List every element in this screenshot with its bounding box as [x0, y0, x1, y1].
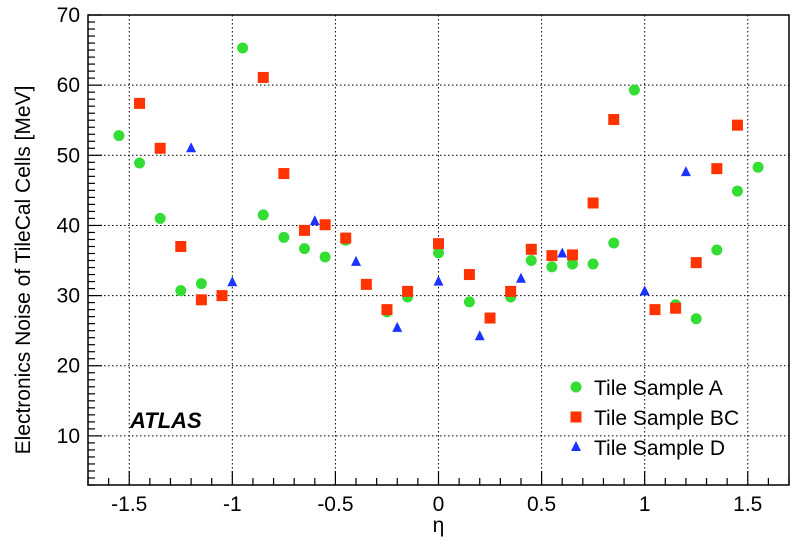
- data-point: [227, 276, 238, 287]
- data-point: [525, 255, 537, 267]
- data-point: [670, 302, 682, 314]
- data-point: [154, 212, 166, 224]
- data-point: [474, 330, 485, 341]
- data-point: [587, 197, 599, 209]
- data-point: [525, 243, 537, 255]
- y-tick-label: 60: [57, 74, 80, 97]
- data-point: [351, 255, 362, 266]
- x-tick-label: 0.5: [527, 493, 556, 516]
- data-point: [195, 294, 207, 306]
- data-point: [309, 215, 320, 226]
- data-point: [278, 168, 290, 180]
- data-point: [433, 238, 444, 250]
- axis-ticks: [87, 14, 790, 486]
- data-point: [711, 163, 723, 175]
- data-points: [113, 42, 764, 341]
- y-axis-label: Electronics Noise of TileCal Cells [MeV]: [12, 86, 35, 455]
- data-point: [134, 157, 146, 169]
- legend-marker: [570, 381, 582, 393]
- tick-labels: -1.5 -1 -0.5 0 0.5 1 1.5 10 20 30 40 50 60 70: [57, 4, 763, 516]
- data-point: [154, 142, 166, 154]
- data-point: [381, 304, 393, 316]
- data-point: [628, 84, 640, 96]
- data-point: [608, 237, 620, 249]
- data-point: [278, 231, 290, 243]
- y-tick-label: 10: [57, 425, 80, 448]
- x-tick-label: -1.5: [111, 493, 147, 516]
- data-point: [515, 272, 526, 283]
- data-point: [505, 285, 517, 297]
- data-point: [484, 312, 496, 324]
- data-point: [134, 97, 146, 109]
- x-tick-label: 0: [433, 493, 445, 516]
- data-point: [298, 243, 310, 255]
- data-point: [175, 240, 187, 252]
- data-point: [567, 249, 579, 261]
- data-point: [237, 42, 249, 54]
- data-point: [463, 269, 475, 281]
- y-tick-label: 70: [57, 4, 80, 27]
- y-tick-label: 50: [57, 144, 80, 167]
- legend-label: Tile Sample BC: [594, 407, 739, 430]
- data-point: [587, 258, 599, 270]
- data-point: [463, 296, 475, 308]
- y-tick-label: 20: [57, 355, 80, 378]
- data-point: [546, 250, 558, 262]
- atlas-label: ATLAS: [129, 408, 202, 433]
- data-point: [546, 261, 558, 273]
- series-tile-sample-d: [186, 142, 691, 341]
- legend-marker: [571, 441, 581, 451]
- data-point: [360, 278, 372, 290]
- x-tick-label: -0.5: [317, 493, 353, 516]
- data-point: [216, 290, 228, 302]
- legend: Tile Sample A Tile Sample BC Tile Sample D: [570, 377, 739, 460]
- legend-label: Tile Sample D: [594, 437, 725, 460]
- data-point: [690, 257, 702, 269]
- data-point: [340, 232, 352, 244]
- data-point: [402, 285, 414, 297]
- y-tick-label: 30: [57, 285, 80, 308]
- legend-label: Tile Sample A: [594, 377, 723, 400]
- legend-marker: [570, 411, 582, 423]
- data-point: [175, 285, 187, 297]
- data-point: [113, 130, 125, 142]
- data-point: [319, 219, 331, 231]
- data-point: [195, 278, 207, 290]
- data-point: [433, 247, 444, 259]
- data-point: [639, 285, 650, 296]
- x-tick-label: 1.5: [733, 493, 762, 516]
- data-point: [557, 247, 568, 258]
- data-point: [567, 258, 579, 270]
- data-point: [392, 321, 403, 332]
- data-point: [680, 166, 691, 177]
- data-point: [649, 304, 661, 316]
- data-point: [298, 224, 310, 236]
- data-point: [257, 209, 269, 221]
- data-point: [608, 114, 620, 126]
- series-tile-sample-bc: [134, 71, 743, 324]
- data-point: [731, 185, 743, 197]
- y-tick-label: 40: [57, 214, 80, 237]
- x-tick-label: -1: [223, 493, 242, 516]
- x-tick-label: 1: [639, 493, 651, 516]
- data-point: [752, 161, 764, 173]
- data-point: [731, 119, 743, 131]
- data-point: [257, 71, 269, 83]
- data-point: [711, 244, 723, 256]
- data-point: [433, 275, 444, 286]
- data-point: [690, 313, 702, 325]
- data-point: [186, 142, 197, 153]
- data-point: [319, 251, 331, 263]
- x-axis-label: η: [433, 514, 445, 537]
